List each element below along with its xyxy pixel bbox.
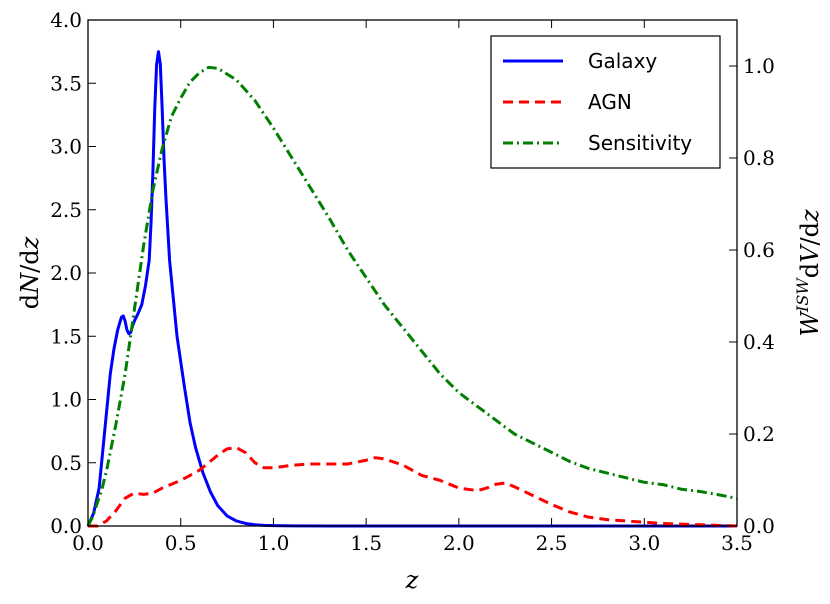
y-right-tick-label: 1.0 [743,54,775,78]
y-left-tick-label: 1.0 [50,388,82,412]
y-left-tick-label: 2.0 [50,261,82,285]
x-tick-label: 1.0 [258,531,290,555]
y-right-tick-label: 0.6 [743,238,775,262]
y-left-tick-label: 4.0 [50,8,82,32]
series-agn-line [88,446,738,528]
y-right-tick-label: 0.8 [743,146,775,170]
legend-label-galaxy: Galaxy [588,49,657,73]
y-left-tick-label: 3.0 [50,135,82,159]
x-tick-label: 2.5 [536,531,568,555]
x-axis-label: z [405,566,419,594]
y-left-tick-label: 1.5 [50,324,82,348]
y-axis-left-label: dN/dz [16,236,44,309]
x-tick-label: 0.5 [165,531,197,555]
series-galaxy-line [86,50,737,528]
y-axis-right-label: WISWdV/dz [793,209,824,337]
y-right-tick-label: 0.2 [743,422,775,446]
legend-box [490,35,721,169]
x-tick-label: 0.0 [72,531,104,555]
legend-label-sensitivity: Sensitivity [588,131,692,155]
x-tick-label: 1.5 [350,531,382,555]
x-tick-label: 2.0 [443,531,475,555]
legend: Galaxy AGN Sensitivity [490,35,721,169]
y-left-tick-label: 2.5 [50,198,82,222]
y-right-tick-label: 0.4 [743,330,775,354]
y-right-tick-label: 0.0 [743,514,775,538]
y-left-tick-label: 0.5 [50,451,82,475]
y-left-tick-label: 3.5 [50,71,82,95]
tick-labels: 0.0 0.5 1.0 1.5 2.0 2.5 3.0 3.50.00.51.01.52.02… [50,8,775,555]
y-left-tick-label: 0.0 [50,514,82,538]
series-layer [86,50,738,528]
plot-frame [87,19,738,527]
series-sensitivity-line [86,65,738,527]
x-tick-label: 3.5 [721,531,753,555]
x-tick-label: 3.0 [628,531,660,555]
legend-label-agn: AGN [588,90,632,114]
